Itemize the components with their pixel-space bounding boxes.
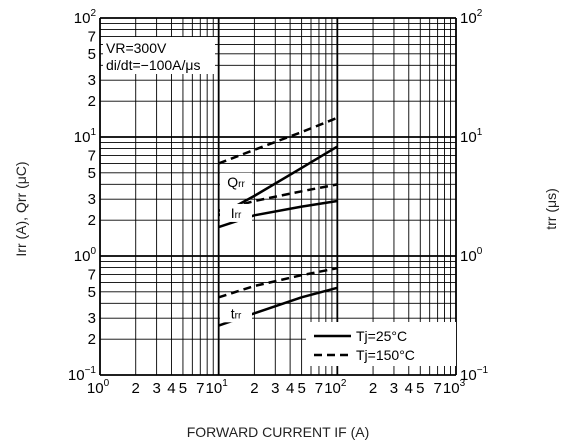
y-left-tick-label: 7 xyxy=(88,266,96,283)
y-left-tick-decade-label: 102 xyxy=(74,8,97,27)
grid xyxy=(99,17,457,376)
x-tick-label: 4 xyxy=(286,380,294,397)
y-left-tick-label: 2 xyxy=(88,93,96,110)
y-left-tick-decade-label: 101 xyxy=(74,127,97,146)
legend: Tj=25°C Tj=150°C xyxy=(306,322,456,366)
x-tick-decade-label: 100 xyxy=(87,378,110,397)
y-left-tick-label: 5 xyxy=(88,165,96,182)
series-line-qrr-tj-150-c xyxy=(218,116,338,165)
y-left-tick-label: 5 xyxy=(88,46,96,63)
curve-label-background xyxy=(220,203,253,222)
x-tick-label: 3 xyxy=(390,380,398,397)
condition-didt: di/dt=−100A/μs xyxy=(106,57,200,73)
legend-label-150c: Tj=150°C xyxy=(356,347,415,363)
x-axis-label: FORWARD CURRENT IF (A) xyxy=(187,424,370,440)
conditions-box-background xyxy=(103,37,215,74)
y-left-tick-label: 2 xyxy=(88,212,96,229)
condition-vr: VR=300V xyxy=(106,40,167,56)
y-right-tick-decade-label: 100 xyxy=(460,246,483,265)
y-left-tick-label: 5 xyxy=(88,284,96,301)
x-tick-label: 7 xyxy=(315,380,323,397)
y-left-tick-label: 3 xyxy=(88,191,96,208)
x-tick-label: 7 xyxy=(433,380,441,397)
y-axis-label-left: Irr (A), Qrr (μC) xyxy=(13,161,29,256)
curve-label-trr: trr xyxy=(231,305,242,321)
y-left-tick-label: 7 xyxy=(88,28,96,45)
x-tick-label: 5 xyxy=(179,380,187,397)
y-right-tick-decade-label: 101 xyxy=(460,127,483,146)
y-axis-label-right: trr (μs) xyxy=(543,188,559,230)
x-tick-label: 4 xyxy=(167,380,175,397)
y-left-tick-decade-label: 10−1 xyxy=(68,365,97,384)
x-tick-label: 2 xyxy=(369,380,377,397)
x-tick-label: 2 xyxy=(250,380,258,397)
x-tick-label: 5 xyxy=(297,380,305,397)
y-right-tick-decade-label: 10−1 xyxy=(460,365,489,384)
y-left-tick-label: 7 xyxy=(88,147,96,164)
legend-label-25c: Tj=25°C xyxy=(356,328,407,344)
y-left-tick-label: 2 xyxy=(88,331,96,348)
conditions-box: VR=300V di/dt=−100A/μs xyxy=(103,37,215,74)
x-tick-decade-label: 103 xyxy=(443,378,466,397)
y-left-tick-label: 3 xyxy=(88,72,96,89)
curve-label-qrr: Qrr xyxy=(227,174,245,190)
x-tick-label: 7 xyxy=(196,380,204,397)
curve-label-irr: Irr xyxy=(231,205,242,221)
x-tick-label: 3 xyxy=(271,380,279,397)
curve-label-background xyxy=(220,304,253,323)
curve-label-background xyxy=(220,172,253,191)
y-left-tick-label: 3 xyxy=(88,310,96,327)
curve-labels: Irr Qrr trr xyxy=(220,172,253,323)
x-tick-label: 2 xyxy=(132,380,140,397)
series-line-trr-tj-150-c xyxy=(218,266,338,299)
y-left-tick-decade-label: 100 xyxy=(74,246,97,265)
legend-background xyxy=(306,322,456,366)
y-right-tick-decade-label: 102 xyxy=(460,8,483,27)
x-tick-label: 4 xyxy=(405,380,413,397)
x-tick-label: 3 xyxy=(152,380,160,397)
x-tick-decade-label: 101 xyxy=(206,378,229,397)
x-tick-label: 5 xyxy=(416,380,424,397)
x-tick-decade-label: 102 xyxy=(324,378,347,397)
